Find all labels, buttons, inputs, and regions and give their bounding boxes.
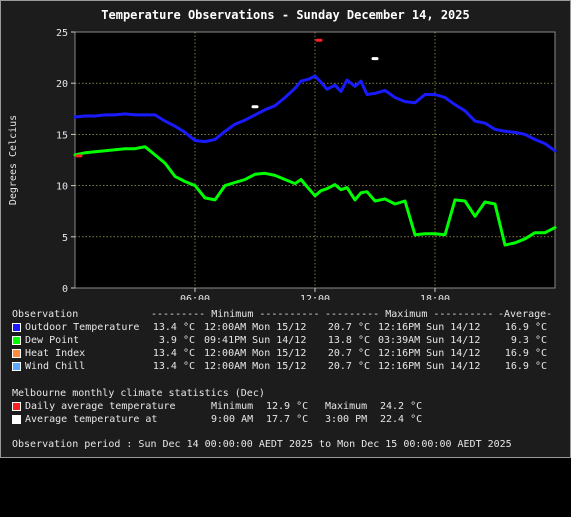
climate-marker — [75, 154, 83, 158]
climate-daily-min-value: 12.9 °C — [266, 401, 309, 412]
climate-daily-max-label: Maximum — [325, 401, 368, 412]
legend-max-time: 12:16PM Sun 14/12 — [378, 322, 481, 333]
legend-row-wind-chill: Wind Chill 13.4 °C 12:00AM Mon 15/12 20.… — [0, 360, 547, 373]
climate-marker — [371, 57, 379, 61]
legend-swatch-heat-index — [12, 349, 21, 358]
x-tick-label: 12:00 — [300, 294, 330, 300]
climate-swatch-daily — [12, 402, 21, 411]
legend-max-value: 20.7 °C — [327, 322, 370, 333]
y-axis-ticks: 0 5 10 15 20 25 — [56, 28, 75, 295]
climate-swatch-at — [12, 415, 21, 424]
legend-min-value: 13.4 °C — [152, 361, 195, 372]
chart-title: Temperature Observations - Sunday Decemb… — [101, 8, 470, 22]
legend-min-value: 3.9 °C — [158, 335, 195, 346]
climate-markers — [75, 38, 379, 158]
climate-daily-max-value: 24.2 °C — [380, 401, 423, 412]
x-tick-label: 06:00 — [180, 294, 210, 300]
climate-marker — [251, 105, 259, 109]
y-tick-label: 0 — [62, 284, 68, 295]
legend-name: Outdoor Temperature — [25, 322, 140, 333]
climate-at-label: Average temperature at — [25, 414, 158, 425]
climate-at-value-1: 17.7 °C — [266, 414, 309, 425]
series-line-dew-point — [73, 145, 557, 247]
legend-min-time: 12:00AM Mon 15/12 — [204, 322, 307, 333]
legend-max-time: 12:16PM Sun 14/12 — [378, 348, 481, 359]
legend-swatch-outdoor-temperature — [12, 323, 21, 332]
observation-period: Observation period : Sun Dec 14 00:00:00… — [12, 439, 512, 450]
y-tick-label: 25 — [56, 28, 68, 39]
legend-header-average: -Average- — [498, 309, 553, 320]
legend-max-value: 13.8 °C — [327, 335, 370, 346]
legend-max-time: 03:39AM Sun 14/12 — [378, 335, 481, 346]
legend-min-time: 12:00AM Mon 15/12 — [204, 348, 307, 359]
y-tick-label: 5 — [62, 233, 68, 244]
y-axis-label: Degrees Celcius — [8, 115, 19, 205]
legend-min-value: 13.4 °C — [152, 348, 195, 359]
legend-header-maximum: --------- Maximum ---------- — [325, 309, 494, 320]
legend-header-minimum: --------- Minimum ---------- — [151, 309, 320, 320]
climate-at-time-2: 3:00 PM — [325, 414, 368, 425]
series-lines — [73, 74, 557, 247]
legend-average: 16.9 °C — [504, 361, 547, 372]
legend-average: 16.9 °C — [504, 322, 547, 333]
legend-header-observation: Observation — [12, 309, 79, 320]
series-line-outdoor-temperature — [73, 74, 557, 153]
observation-period-row: Observation period : Sun Dec 14 00:00:00… — [0, 438, 512, 451]
climate-daily-min-label: Minimum — [211, 401, 254, 412]
legend-average: 16.9 °C — [504, 348, 547, 359]
climate-title: Melbourne monthly climate statistics (De… — [12, 388, 265, 399]
legend-min-time: 09:41PM Sun 14/12 — [204, 335, 307, 346]
legend-swatch-dew-point — [12, 336, 21, 345]
legend-swatch-wind-chill — [12, 362, 21, 371]
x-tick-label: 18:00 — [420, 294, 450, 300]
climate-title-row: Melbourne monthly climate statistics (De… — [0, 387, 265, 400]
y-tick-label: 10 — [56, 182, 68, 193]
climate-daily-row: Daily average temperature Minimum 12.9 °… — [0, 400, 422, 413]
y-tick-label: 15 — [56, 130, 68, 141]
climate-at-value-2: 22.4 °C — [380, 414, 423, 425]
legend-min-time: 12:00AM Mon 15/12 — [204, 361, 307, 372]
legend-row-dew-point: Dew Point 3.9 °C 09:41PM Sun 14/12 13.8 … — [0, 334, 547, 347]
legend-min-value: 13.4 °C — [152, 322, 195, 333]
y-tick-label: 20 — [56, 79, 68, 90]
climate-at-time-1: 9:00 AM — [211, 414, 254, 425]
legend-average: 9.3 °C — [510, 335, 547, 346]
climate-at-row: Average temperature at 9:00 AM 17.7 °C 3… — [0, 413, 422, 426]
temperature-chart: 0 5 10 15 20 25 06:00 12:00 18:00 Degrees Celci… — [8, 28, 557, 300]
legend-name: Dew Point — [25, 335, 80, 346]
legend-row-heat-index: Heat Index 13.4 °C 12:00AM Mon 15/12 20.… — [0, 347, 547, 360]
legend-name: Wind Chill — [25, 361, 86, 372]
legend-max-time: 12:16PM Sun 14/12 — [378, 361, 481, 372]
legend-name: Heat Index — [25, 348, 86, 359]
legend-max-value: 20.7 °C — [327, 348, 370, 359]
legend-header: Observation --------- Minimum ----------… — [0, 308, 552, 321]
legend-row-outdoor-temperature: Outdoor Temperature 13.4 °C 12:00AM Mon … — [0, 321, 547, 334]
climate-marker — [315, 38, 323, 42]
climate-daily-label: Daily average temperature — [25, 401, 176, 412]
x-axis-ticks: 06:00 12:00 18:00 — [180, 288, 450, 300]
legend-max-value: 20.7 °C — [327, 361, 370, 372]
